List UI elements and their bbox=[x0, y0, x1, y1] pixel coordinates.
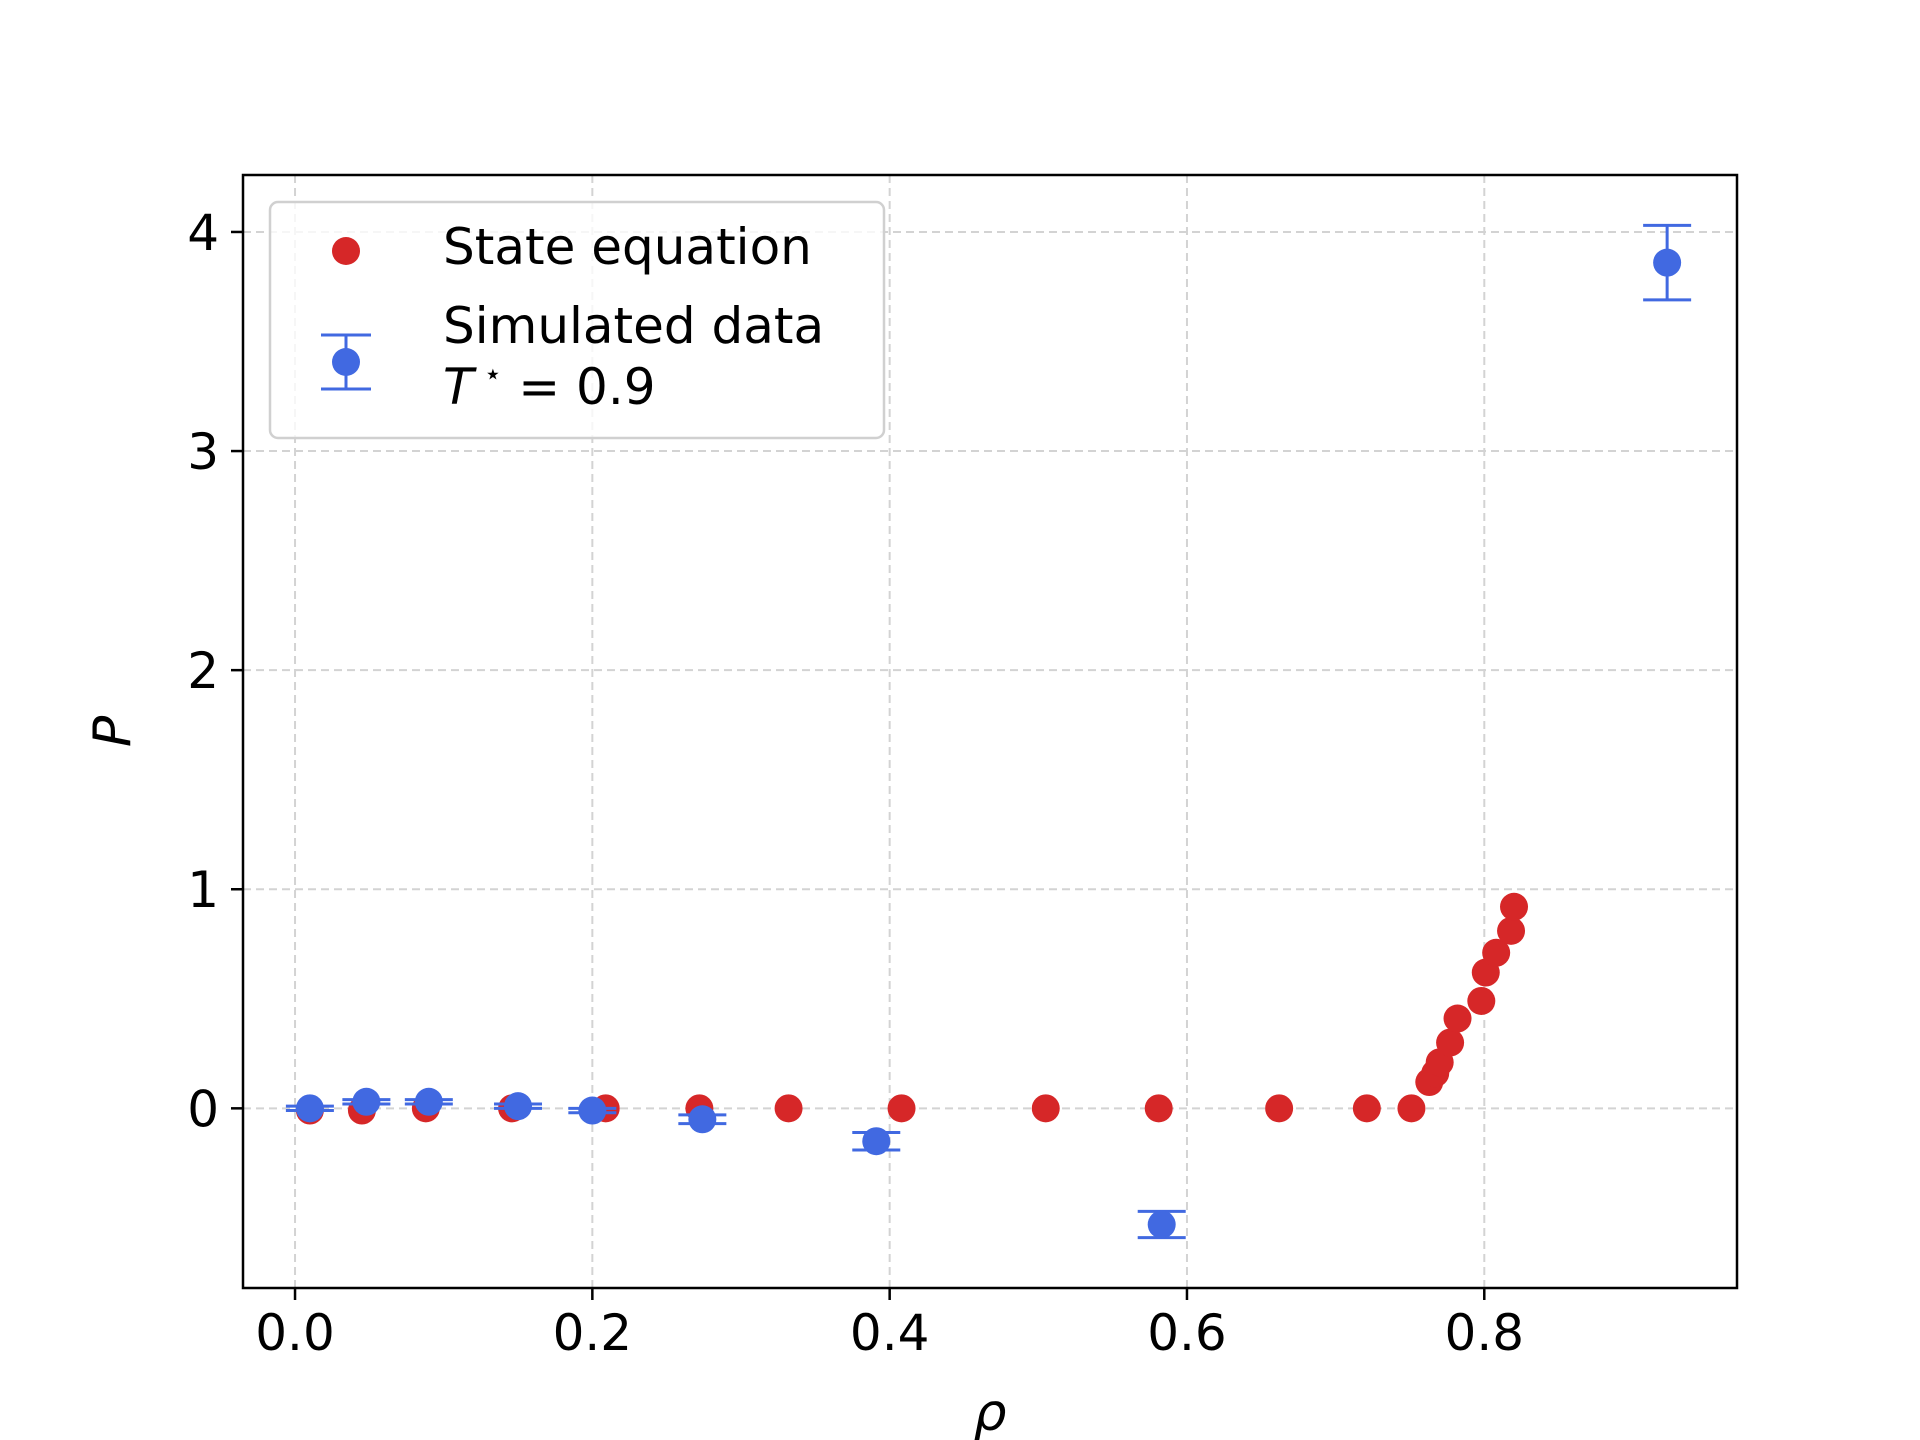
x-tick-label-1: 0.2 bbox=[553, 1304, 633, 1362]
y-tick-label-4: 4 bbox=[187, 204, 219, 262]
x-tick-label-0: 0.0 bbox=[255, 1304, 335, 1362]
x-tick-label-3: 0.6 bbox=[1147, 1304, 1227, 1362]
data-marks bbox=[285, 223, 1692, 1240]
point-1-4 bbox=[578, 1096, 607, 1125]
x-axis-label: ρ bbox=[973, 1383, 1006, 1440]
point-1-1 bbox=[352, 1087, 381, 1116]
point-1-8 bbox=[1653, 248, 1682, 277]
point-1-6 bbox=[862, 1127, 891, 1156]
temperature-symbol: T bbox=[443, 358, 477, 416]
point-0-21 bbox=[1497, 916, 1526, 945]
legend-box bbox=[268, 200, 886, 440]
ticks: 0.0 0.2 0.4 0.6 0.8 0 1 2 3 4 bbox=[187, 204, 1524, 1362]
point-0-10 bbox=[1265, 1094, 1294, 1123]
legend-label-simulated-data: Simulated data bbox=[443, 297, 824, 355]
legend-label-temperature: T ⋆ = 0.9 bbox=[443, 357, 656, 416]
legend-marker-state-equation bbox=[332, 237, 360, 265]
point-0-22 bbox=[1500, 892, 1529, 921]
legend-label-state-equation: State equation bbox=[443, 218, 812, 276]
legend-marker-simulated-data bbox=[321, 333, 371, 391]
point-0-17 bbox=[1443, 1004, 1472, 1033]
point-0-6 bbox=[774, 1094, 803, 1123]
point-1-5 bbox=[688, 1105, 717, 1134]
point-0-9 bbox=[1144, 1094, 1173, 1123]
y-tick-label-0: 0 bbox=[187, 1080, 219, 1138]
y-tick-label-1: 1 bbox=[187, 861, 219, 919]
point-0-8 bbox=[1031, 1094, 1060, 1123]
point-1-2 bbox=[414, 1087, 443, 1116]
legend: State equation Simulated data T ⋆ = 0.9 bbox=[268, 200, 886, 440]
x-tick-label-2: 0.4 bbox=[850, 1304, 930, 1362]
y-tick-label-3: 3 bbox=[187, 423, 219, 481]
temperature-value: = 0.9 bbox=[502, 358, 655, 416]
point-0-11 bbox=[1352, 1094, 1381, 1123]
y-axis-label: P bbox=[83, 715, 143, 747]
x-tick-label-4: 0.8 bbox=[1445, 1304, 1525, 1362]
point-1-7 bbox=[1147, 1210, 1176, 1239]
point-0-16 bbox=[1436, 1028, 1465, 1057]
point-0-20 bbox=[1482, 938, 1511, 967]
y-tick-label-2: 2 bbox=[187, 642, 219, 700]
plot-frame bbox=[241, 173, 1739, 1290]
point-0-12 bbox=[1397, 1094, 1426, 1123]
temperature-star: ⋆ bbox=[484, 357, 503, 392]
point-1-3 bbox=[504, 1092, 533, 1121]
point-0-18 bbox=[1467, 986, 1496, 1015]
point-0-7 bbox=[887, 1094, 916, 1123]
series-1 bbox=[285, 223, 1692, 1240]
point-1-0 bbox=[295, 1094, 324, 1123]
